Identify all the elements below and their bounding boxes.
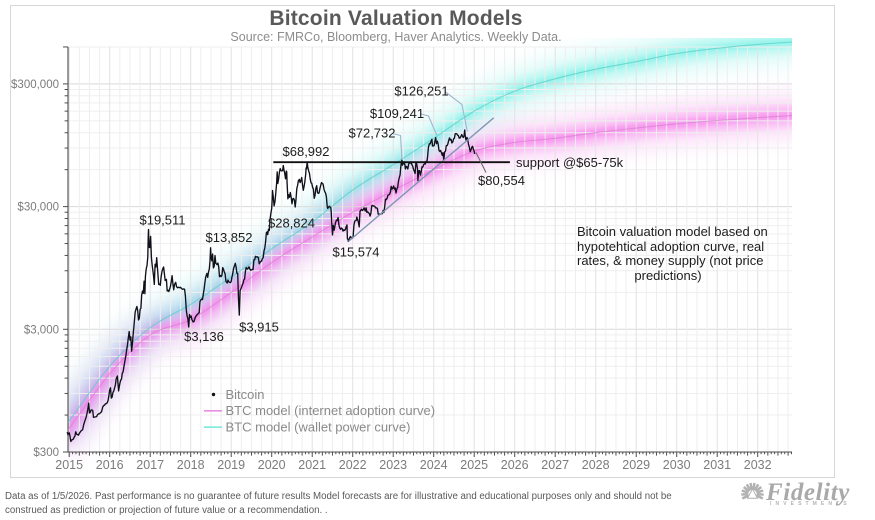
support-label: support @$65-75k (516, 155, 624, 170)
axes: $300 $3,000 $30,000 $300,000 2015 2016 2017 201… (11, 46, 792, 472)
model-note-line: hypotehtical adoption curve, real (577, 238, 765, 254)
gridlines (68, 46, 792, 452)
x-axis-label: 2029 (622, 458, 650, 472)
bitcoin-price-path (66, 129, 476, 443)
chart-subtitle: Source: FMRCo, Bloomberg, Haver Analytic… (230, 30, 562, 44)
legend-label: Bitcoin (226, 387, 265, 402)
model-note-line: Bitcoin valuation model based on (577, 224, 768, 239)
model-note: Bitcoin valuation model based on hypoteh… (577, 224, 768, 283)
price-annotation: $72,732 (349, 126, 396, 141)
y-axis-label: $30,000 (17, 202, 59, 214)
price-annotation: $3,136 (184, 329, 224, 344)
x-axis-label: 2030 (663, 458, 691, 472)
x-axis-label: 2031 (703, 458, 731, 472)
x-axis-label: 2021 (298, 458, 326, 472)
price-annotation: $68,992 (283, 144, 330, 159)
fidelity-sun-icon (741, 482, 764, 500)
disclaimer-line-2: construed as prediction or projection of… (5, 504, 328, 516)
x-axis-label: 2032 (744, 458, 772, 472)
price-annotation: $80,554 (478, 173, 525, 188)
disclaimer-line-1: Data as of 1/5/2026. Past performance is… (5, 491, 672, 502)
x-axis-label: 2026 (501, 458, 529, 472)
y-axis-label: $3,000 (24, 324, 59, 336)
x-axis-label: 2015 (55, 458, 83, 472)
band-center-line (68, 114, 792, 431)
price-annotation: $3,915 (239, 320, 279, 335)
annotation-leader-line (420, 113, 438, 136)
bitcoin-price-line (66, 129, 476, 443)
fidelity-wordmark: Fidelity (766, 479, 850, 506)
legend-marker-dot (211, 392, 216, 397)
x-axis-label: 2028 (582, 458, 610, 472)
y-axis-label: $300,000 (11, 79, 59, 91)
trend-line (347, 117, 495, 243)
x-axis-label: 2017 (136, 458, 164, 472)
chart-title: Bitcoin Valuation Models (269, 7, 523, 30)
price-annotation: $13,852 (206, 230, 253, 245)
annotation-leader-line (392, 132, 403, 161)
x-axis-label: 2025 (460, 458, 488, 472)
price-annotation: $28,824 (268, 216, 315, 231)
fidelity-logo: Fidelity INVESTMENTS (739, 479, 867, 509)
price-annotation: $15,574 (333, 245, 380, 260)
model-note-line: rates, & money supply (not price (577, 253, 764, 269)
x-axis-label: 2019 (217, 458, 245, 472)
disclaimer: Data as of 1/5/2026. Past performance is… (5, 490, 865, 518)
price-annotation: $126,251 (394, 84, 448, 99)
fidelity-investments-label: INVESTMENTS (770, 500, 851, 507)
model-center-lines (68, 41, 792, 431)
y-axis-label: $300 (33, 447, 59, 459)
price-annotation: $109,241 (370, 106, 424, 121)
x-axis-label: 2023 (379, 458, 407, 472)
x-axis-label: 2020 (258, 458, 286, 472)
band-center-line (68, 41, 792, 424)
annotation-leader-line (445, 91, 468, 132)
annotations: support @$65-75k $19,511 $13,852 $3,136 $3,9… (139, 84, 623, 345)
x-axis-label: 2027 (541, 458, 569, 472)
annotation-leader-line (475, 152, 487, 173)
legend-label: BTC model (wallet power curve) (226, 419, 411, 434)
x-axis-label: 2018 (177, 458, 205, 472)
price-annotation: $19,511 (139, 213, 185, 228)
x-axis-label: 2024 (420, 458, 448, 472)
model-note-line: predictions) (634, 267, 702, 283)
legend-label: BTC model (internet adoption curve) (226, 403, 436, 418)
x-axis-label: 2016 (96, 458, 124, 472)
x-axis-label: 2022 (339, 458, 367, 472)
